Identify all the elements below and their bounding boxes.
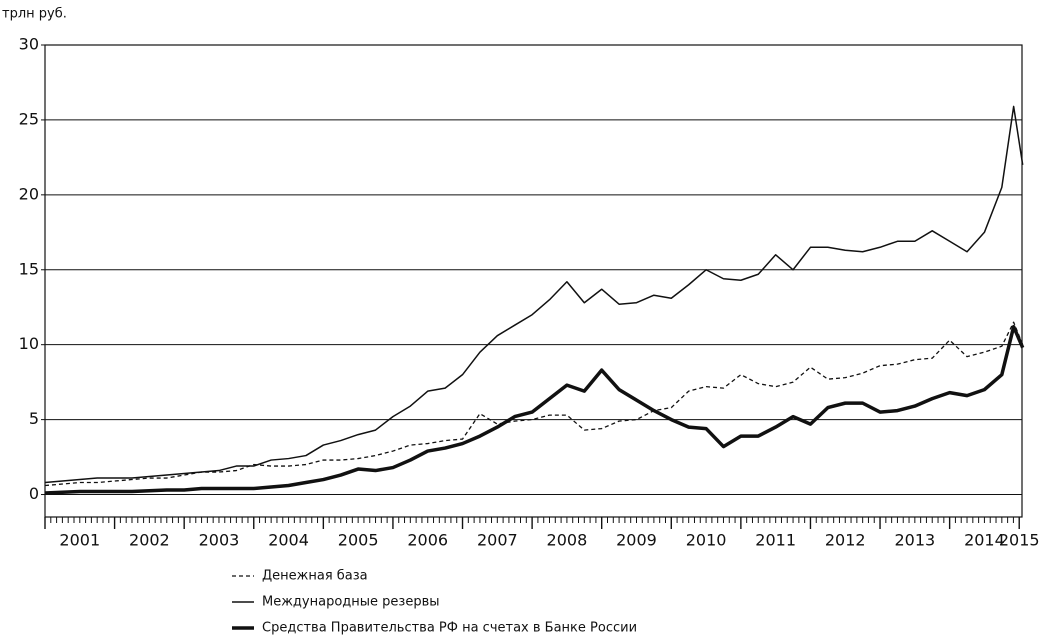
x-tick-label: 2011 <box>755 531 796 550</box>
plot-frame <box>44 44 1023 518</box>
x-tick-label: 2006 <box>407 531 448 550</box>
y-tick-label: 10 <box>19 334 39 353</box>
legend-label: Денежная база <box>262 569 368 584</box>
y-tick-label: 5 <box>29 409 39 428</box>
x-tick-label: 2003 <box>199 531 240 550</box>
x-tick-label: 2009 <box>616 531 657 550</box>
y-tick-label: 15 <box>19 259 39 278</box>
y-tick-label: 25 <box>19 109 39 128</box>
x-tick-label: 2013 <box>894 531 935 550</box>
series-line <box>44 324 1025 495</box>
y-tick-label: 30 <box>19 35 39 54</box>
x-tick-label: 2015 <box>999 531 1040 550</box>
series-line <box>44 105 1024 484</box>
y-axis-label: трлн руб. <box>2 7 67 22</box>
x-tick-label: 2002 <box>129 531 170 550</box>
y-tick-label: 20 <box>19 184 39 203</box>
series-line <box>44 321 1024 487</box>
x-tick-label: 2014 <box>964 531 1005 550</box>
x-tick-label: 2001 <box>59 531 100 550</box>
legend-label: Средства Правительства РФ на счетах в Ба… <box>262 621 637 636</box>
legend-label: Международные резервы <box>262 595 440 610</box>
x-tick-label: 2012 <box>825 531 866 550</box>
y-tick-label: 0 <box>29 484 39 503</box>
x-tick-label: 2008 <box>547 531 588 550</box>
x-tick-label: 2007 <box>477 531 518 550</box>
x-tick-label: 2005 <box>338 531 379 550</box>
x-tick-label: 2004 <box>268 531 309 550</box>
x-tick-label: 2010 <box>686 531 727 550</box>
